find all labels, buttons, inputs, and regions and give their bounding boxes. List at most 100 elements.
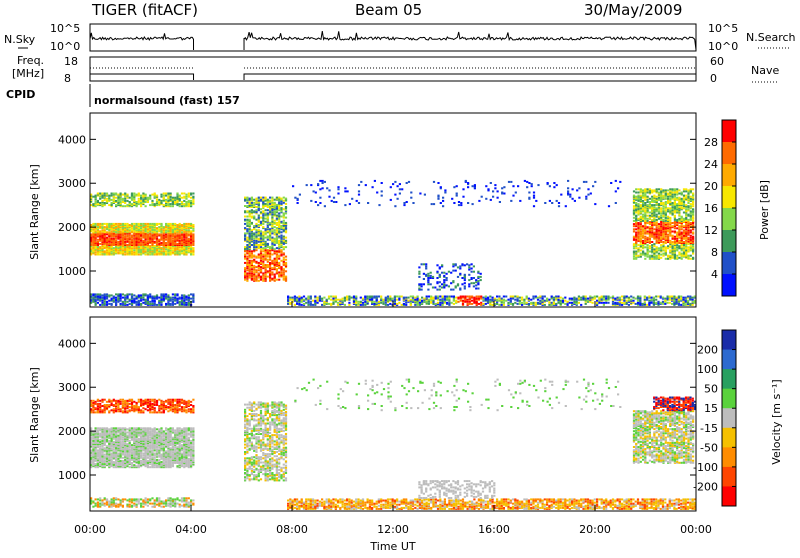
range-cell [285,240,287,242]
range-cell [101,297,103,299]
range-cell [444,298,446,300]
range-cell [251,197,253,199]
range-cell [280,198,282,200]
range-cell [154,203,156,205]
range-cell [278,240,280,242]
range-cell [176,196,178,198]
range-cell [655,296,657,298]
range-cell [285,246,287,248]
range-cell [378,301,380,303]
range-cell [442,300,444,302]
range-cell [276,207,278,209]
range-cell [260,211,262,213]
range-cell [459,268,461,270]
range-cell [555,296,557,298]
range-cell [681,216,683,218]
range-cell [685,188,687,190]
range-cell [192,293,194,295]
range-cell [427,275,429,277]
range-cell [565,205,567,207]
range-cell [255,249,257,251]
nsky-tick-top: 10^5 [50,22,80,35]
range-cell [569,194,571,196]
range-cell [405,297,407,299]
range-cell [289,302,291,304]
range-cell [633,239,635,241]
range-cell [512,296,514,298]
range-cell [660,237,662,239]
range-cell [667,245,669,247]
range-cell [276,265,278,267]
range-cell [278,271,280,273]
range-cell [348,296,350,298]
range-cell [258,220,260,222]
range-cell [439,304,441,306]
range-cell [120,303,122,305]
range-cell [596,300,598,302]
range-cell [258,224,260,226]
range-cell [188,195,190,197]
range-cell [676,248,678,250]
range-cell [165,193,167,195]
range-cell [258,262,260,264]
range-cell [382,299,384,301]
range-cell [683,229,685,231]
range-cell [140,205,142,207]
range-cell [101,294,103,296]
range-cell [436,289,438,291]
range-cell [310,301,312,303]
range-cell [101,229,103,231]
range-cell [156,294,158,296]
range-cell [283,212,285,214]
range-cell [612,296,614,298]
range-cell [425,263,427,265]
range-cell [647,244,649,246]
range-cell [267,212,269,214]
range-cell [687,208,689,210]
range-cell [97,193,99,195]
range-cell [179,195,181,197]
range-cell [163,226,165,228]
range-cell [468,279,470,281]
range-cell [635,303,637,305]
range-cell [476,296,478,298]
range-cell [533,205,535,207]
range-cell [176,224,178,226]
range-cell [283,208,285,210]
range-cell [185,198,187,200]
range-cell [635,247,637,249]
range-cell [276,222,278,224]
range-cell [258,272,260,274]
freq-segment-1 [244,74,696,80]
range-cell [380,296,382,298]
range-cell [158,300,160,302]
range-cell [674,198,676,200]
range-cell [690,237,692,239]
range-cell [667,219,669,221]
range-cell [246,269,248,271]
range-cell [154,296,156,298]
range-cell [594,203,596,205]
range-cell [358,194,360,196]
range-cell [635,232,637,234]
range-cell [265,278,267,280]
range-cell [185,239,187,241]
range-cell [255,275,257,277]
range-cell [462,196,464,198]
range-cell [129,228,131,230]
range-cell [653,200,655,202]
range-cell [124,202,126,204]
range-cell [188,193,190,195]
range-cell [651,204,653,206]
range-cell [681,192,683,194]
range-cell [124,254,126,256]
range-cell [253,216,255,218]
range-cell [660,254,662,256]
range-cell [294,298,296,300]
range-cell [589,296,591,298]
range-cell [246,239,248,241]
range-cell [301,297,303,299]
range-cell [475,279,477,281]
range-cell [665,249,667,251]
range-cell [672,257,674,259]
